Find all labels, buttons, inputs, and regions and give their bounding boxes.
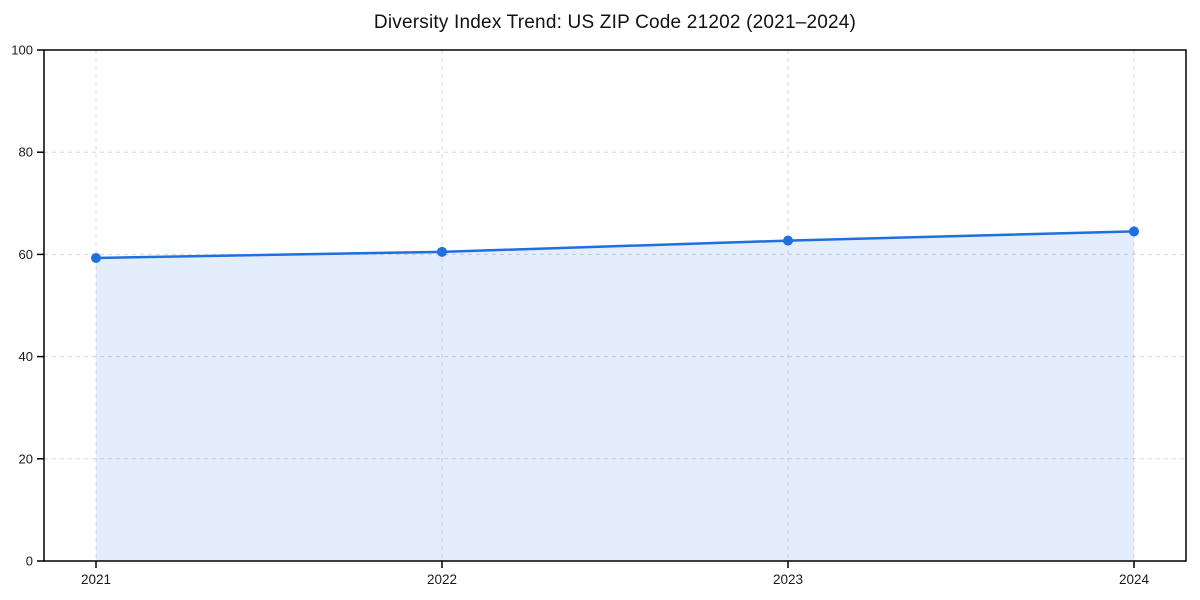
y-tick-label: 80 [19, 145, 33, 160]
trend-line [94, 230, 1136, 260]
y-tick-label: 0 [26, 554, 33, 569]
y-tick-label: 60 [19, 247, 33, 262]
axis-ticks-and-labels: 0 20 40 60 80 100 2021 2022 2023 2024 [11, 43, 1149, 588]
x-tick-label: 2023 [773, 572, 803, 587]
data-point-2024 [1129, 226, 1139, 237]
x-tick-label: 2021 [81, 572, 111, 587]
x-tick-label: 2024 [1119, 572, 1150, 587]
plot-frame [43, 49, 1187, 562]
x-tick-label: 2022 [427, 572, 457, 587]
y-tick-label: 40 [19, 349, 33, 364]
y-tick-label: 20 [19, 451, 33, 466]
data-points [91, 226, 1139, 263]
data-point-2023 [783, 235, 793, 246]
data-point-2022 [437, 246, 447, 257]
data-point-2021 [91, 252, 101, 263]
y-tick-label: 100 [11, 43, 33, 58]
chart-title: Diversity Index Trend: US ZIP Code 21202… [373, 12, 857, 33]
area-fill [96, 231, 1134, 561]
